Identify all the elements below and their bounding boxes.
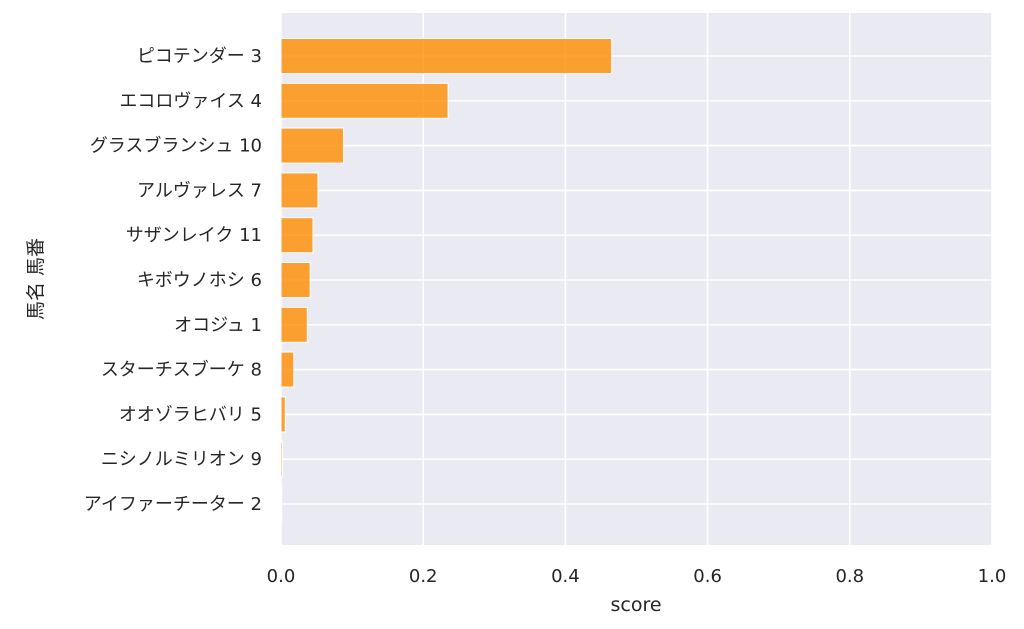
x-tick-label: 0.2 bbox=[409, 566, 438, 587]
bar bbox=[280, 306, 308, 343]
category-label: アルヴァレス 7 bbox=[137, 180, 262, 201]
bar bbox=[280, 396, 286, 433]
category-label: アイファーチーター 2 bbox=[84, 494, 262, 515]
y-axis-title: 馬名 馬番 bbox=[25, 238, 47, 320]
bar bbox=[280, 38, 613, 74]
bar bbox=[280, 127, 345, 164]
bar bbox=[280, 486, 283, 522]
bar bbox=[280, 441, 283, 478]
x-tick-label: 0.4 bbox=[551, 566, 580, 587]
y-category-labels: ピコテンダー 3 エコロヴァイス 4 グラスブランシュ 10 アルヴァレス 7 サザンレ… bbox=[84, 46, 262, 515]
x-tick-label: 1.0 bbox=[978, 566, 1007, 587]
category-label: エコロヴァイス 4 bbox=[119, 91, 262, 112]
bar bbox=[280, 172, 319, 209]
category-label: ニシノルミリオン 9 bbox=[101, 449, 262, 470]
category-label: スターチスブーケ 8 bbox=[101, 359, 262, 381]
x-tick-labels: 0.0 0.2 0.4 0.6 0.8 1.0 bbox=[267, 566, 1007, 587]
x-tick-label: 0.6 bbox=[693, 566, 722, 587]
category-label: キボウノホシ 6 bbox=[137, 270, 262, 291]
bar bbox=[280, 262, 311, 298]
category-label: グラスブランシュ 10 bbox=[90, 135, 262, 157]
x-tick-label: 0.0 bbox=[267, 566, 296, 587]
category-label: ピコテンダー 3 bbox=[137, 46, 262, 67]
bar bbox=[280, 351, 295, 388]
bars bbox=[280, 38, 613, 522]
x-axis-title: score bbox=[610, 594, 661, 616]
category-label: オコジュ 1 bbox=[174, 315, 262, 336]
x-tick-label: 0.8 bbox=[835, 566, 864, 587]
bar bbox=[280, 82, 449, 119]
category-label: サザンレイク 11 bbox=[126, 225, 262, 246]
category-label: オオゾラヒバリ 5 bbox=[119, 404, 262, 425]
bar bbox=[280, 217, 314, 254]
